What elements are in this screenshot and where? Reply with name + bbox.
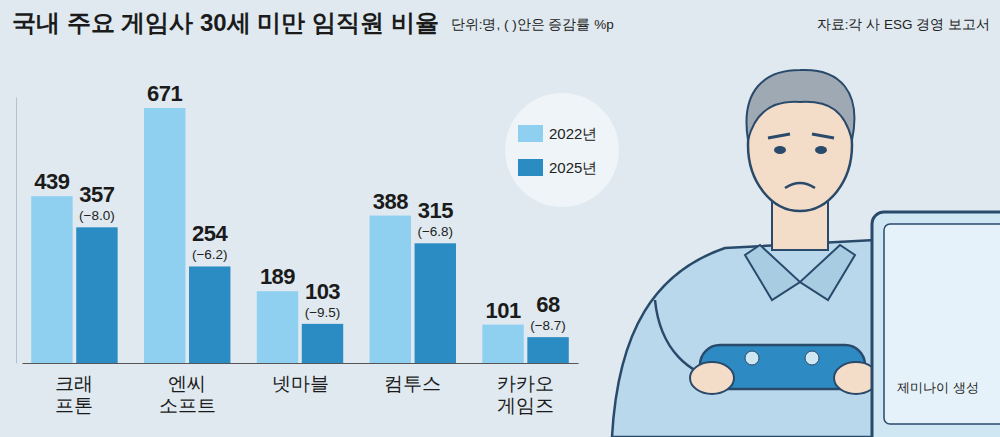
value-label: 357 (79, 182, 114, 207)
collar-left (745, 245, 800, 300)
image-credit: 제미나이 생성 (897, 380, 979, 395)
legend: 2022년 2025년 (505, 93, 619, 207)
change-label: (−6.2) (192, 247, 228, 262)
value-label: 315 (418, 198, 453, 223)
legend-swatch (518, 159, 543, 176)
bar (189, 266, 230, 363)
monitor-screen (884, 224, 1000, 424)
source: 자료:각 사 ESG 경영 보고서 (817, 17, 990, 32)
eyebrows (768, 134, 834, 138)
value-label: 68 (536, 292, 560, 317)
illustration: 제미나이 생성 (612, 70, 1000, 437)
subtitle: 단위:명, ( )안은 증감률 %p (451, 17, 614, 32)
mouth (785, 183, 815, 188)
y-axis-line (16, 98, 17, 364)
legend-label: 2022년 (549, 125, 597, 142)
value-label: 101 (485, 298, 520, 323)
x-tick-label: 크래프톤 (55, 373, 93, 416)
value-label: 439 (34, 169, 69, 194)
background (0, 0, 1000, 437)
button (805, 351, 819, 365)
value-label: 671 (147, 81, 182, 106)
legend-label: 2025년 (549, 159, 597, 176)
change-label: (−9.5) (305, 305, 341, 320)
value-label: 254 (192, 221, 228, 246)
data-labels: 439 671 189 388 101 357(−8.0) 254(−6.2) 103(−9.… (34, 81, 566, 333)
bar (76, 227, 117, 363)
hair (747, 70, 855, 140)
x-tick-label: 카카오게임즈 (497, 373, 554, 416)
bar (415, 243, 456, 363)
x-tick: 컴투스 (384, 373, 441, 394)
x-tick-label: 엔씨소프트 (159, 373, 216, 416)
x-tick-label: 컴투스 (384, 373, 441, 394)
eye-left (774, 146, 786, 154)
chart-svg: 제미나이 생성 국내 주요 게임사 30세 미만 임직원 비율 단위:명, ( )안… (0, 0, 1000, 437)
y-axis (16, 98, 17, 364)
bars (31, 108, 569, 363)
change-label: (−6.8) (417, 224, 453, 239)
bar (31, 196, 72, 363)
x-tick-label: 넷마블 (272, 373, 329, 394)
value-label: 189 (260, 264, 295, 289)
bar (370, 216, 411, 363)
legend-swatch (518, 125, 543, 142)
button (745, 351, 759, 365)
hand-left (690, 362, 734, 394)
bar (302, 324, 343, 363)
bar (482, 325, 523, 363)
value-label: 388 (373, 189, 408, 214)
monitor (872, 212, 1000, 437)
bar (527, 337, 568, 363)
change-label: (−8.0) (79, 208, 115, 223)
change-label: (−8.7) (530, 318, 566, 333)
value-label: 103 (305, 279, 340, 304)
title: 국내 주요 게임사 30세 미만 임직원 비율 (12, 9, 439, 36)
bar (144, 108, 185, 363)
bar (257, 291, 298, 363)
x-tick: 크래프톤 (55, 373, 93, 416)
collar-right (800, 245, 855, 300)
x-tick: 엔씨소프트 (159, 373, 216, 416)
x-axis-line (23, 363, 579, 364)
x-axis: 크래프톤 엔씨소프트 넷마블 컴투스 카카오게임즈 (23, 364, 579, 417)
x-tick: 넷마블 (272, 373, 329, 394)
x-tick: 카카오게임즈 (497, 373, 554, 416)
eye-right (815, 146, 827, 154)
legend-bg (505, 93, 619, 207)
